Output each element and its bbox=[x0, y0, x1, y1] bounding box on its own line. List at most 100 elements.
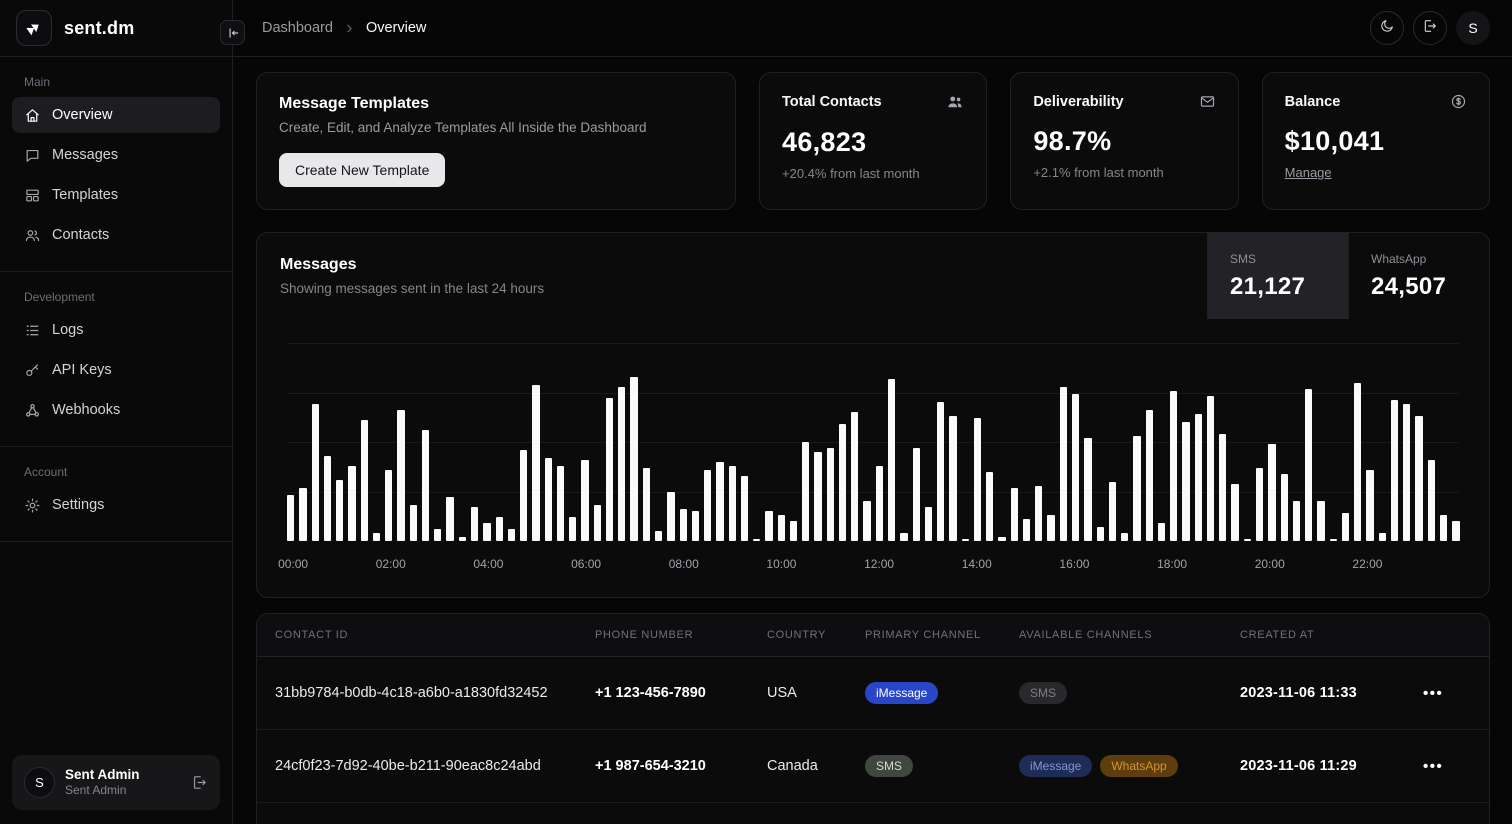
dollar-icon bbox=[1450, 93, 1467, 110]
chart-bar bbox=[1305, 389, 1312, 541]
stat-value: $10,041 bbox=[1285, 126, 1467, 157]
chart-bar bbox=[618, 387, 625, 541]
tab-sms[interactable]: SMS21,127 bbox=[1207, 233, 1348, 319]
chart-bar bbox=[508, 529, 515, 541]
chart-bar bbox=[557, 466, 564, 541]
stat-title: Deliverability bbox=[1033, 94, 1123, 110]
chart-bar bbox=[630, 377, 637, 541]
sidebar-item-settings[interactable]: Settings bbox=[12, 487, 220, 523]
theme-toggle-button[interactable] bbox=[1370, 11, 1404, 45]
created-at-cell: 2023-11-06 11:21 bbox=[1240, 803, 1423, 824]
chart-bar bbox=[1023, 519, 1030, 541]
row-actions-button[interactable]: ••• bbox=[1423, 685, 1443, 702]
stat-value: 46,823 bbox=[782, 127, 964, 158]
chart-bar bbox=[373, 533, 380, 541]
chart-bar bbox=[802, 442, 809, 541]
table-row: 31bb9784-b0db-4c18-a6b0-a1830fd32452+1 1… bbox=[257, 657, 1489, 730]
chart-bar bbox=[839, 424, 846, 541]
content: Message Templates Create, Edit, and Anal… bbox=[233, 57, 1512, 824]
chart-bar bbox=[1047, 515, 1054, 541]
chart-bar bbox=[312, 404, 319, 541]
sidebar-nav: MainOverviewMessagesTemplatesContactsDev… bbox=[0, 57, 232, 542]
header-avatar[interactable]: S bbox=[1456, 11, 1490, 45]
breadcrumb-dashboard[interactable]: Dashboard bbox=[262, 20, 333, 36]
chart-bar bbox=[1084, 438, 1091, 541]
sidebar: sent.dm MainOverviewMessagesTemplatesCon… bbox=[0, 0, 233, 824]
sidebar-item-messages[interactable]: Messages bbox=[12, 137, 220, 173]
user-name: Sent Admin bbox=[65, 767, 181, 784]
sidebar-item-contacts[interactable]: Contacts bbox=[12, 217, 220, 253]
app-root: sent.dm MainOverviewMessagesTemplatesCon… bbox=[0, 0, 1512, 824]
chart-bar bbox=[790, 521, 797, 541]
chart-bar bbox=[1060, 387, 1067, 541]
logs-icon bbox=[24, 322, 41, 339]
brand-logo-icon bbox=[16, 10, 52, 46]
chart-bar bbox=[410, 505, 417, 541]
x-axis-tick: 04:00 bbox=[473, 557, 503, 571]
x-axis-tick: 06:00 bbox=[571, 557, 601, 571]
main-area: Dashboard Overview bbox=[233, 0, 1512, 824]
available-channel-badge-whatsapp: WhatsApp bbox=[1100, 755, 1177, 777]
chart-bar bbox=[446, 497, 453, 541]
chart-bar bbox=[962, 539, 969, 541]
sidebar-item-logs[interactable]: Logs bbox=[12, 312, 220, 348]
sidebar-item-webhooks[interactable]: Webhooks bbox=[12, 392, 220, 428]
create-template-button[interactable]: Create New Template bbox=[279, 153, 445, 187]
messages-subtitle: Showing messages sent in the last 24 hou… bbox=[280, 281, 1184, 296]
chart-bar bbox=[925, 507, 932, 541]
message-templates-card: Message Templates Create, Edit, and Anal… bbox=[256, 72, 736, 210]
chart-bar bbox=[1195, 414, 1202, 541]
gear-icon bbox=[24, 497, 41, 514]
chart-bar bbox=[655, 531, 662, 541]
chart-bar bbox=[974, 418, 981, 541]
sidebar-section-account: AccountSettings bbox=[0, 446, 232, 533]
sidebar-item-label: Contacts bbox=[52, 227, 109, 243]
sidebar-user-card[interactable]: S Sent Admin Sent Admin bbox=[12, 755, 220, 810]
breadcrumb: Dashboard Overview bbox=[262, 20, 426, 36]
row-actions-button[interactable]: ••• bbox=[1423, 758, 1443, 775]
chart-bar bbox=[606, 398, 613, 541]
chart-bar bbox=[324, 456, 331, 541]
sidebar-collapse-button[interactable] bbox=[220, 20, 245, 45]
country-cell: UK bbox=[767, 803, 865, 824]
chart-bar bbox=[1354, 383, 1361, 541]
sidebar-item-label: Templates bbox=[52, 187, 118, 203]
available-channel-badge-sms: SMS bbox=[1019, 682, 1067, 704]
column-header: Contact ID bbox=[257, 614, 595, 657]
chart-bar bbox=[1011, 488, 1018, 541]
signout-button[interactable] bbox=[1413, 11, 1447, 45]
sidebar-item-templates[interactable]: Templates bbox=[12, 177, 220, 213]
x-axis-tick: 16:00 bbox=[1059, 557, 1089, 571]
chart-bar bbox=[729, 466, 736, 541]
chart-bar bbox=[1231, 484, 1238, 541]
stat-title: Balance bbox=[1285, 94, 1341, 110]
manage-link[interactable]: Manage bbox=[1285, 165, 1332, 180]
contact-id-cell: 24cf0f23-7d92-40be-b211-90eac8c24abd bbox=[257, 730, 595, 803]
available-channel-badge-imessage: iMessage bbox=[1019, 755, 1092, 777]
tab-whatsapp[interactable]: WhatsApp24,507 bbox=[1348, 233, 1489, 319]
chart-bar bbox=[716, 462, 723, 541]
chart-bar bbox=[1281, 474, 1288, 541]
logout-icon[interactable] bbox=[191, 774, 208, 791]
chart-bar bbox=[643, 468, 650, 541]
sidebar-item-overview[interactable]: Overview bbox=[12, 97, 220, 133]
stat-subtext: +2.1% from last month bbox=[1033, 165, 1215, 180]
stat-value: 98.7% bbox=[1033, 126, 1215, 157]
sidebar-item-api-keys[interactable]: API Keys bbox=[12, 352, 220, 388]
user-avatar: S bbox=[24, 767, 55, 798]
chart-bar bbox=[336, 480, 343, 541]
contacts-table-card: Contact IDPhone NumberCountryPrimary Cha… bbox=[256, 613, 1490, 824]
logout-icon bbox=[1422, 18, 1438, 39]
phone-cell: +1 987-654-3210 bbox=[595, 730, 767, 803]
phone-cell: +1 123-456-7890 bbox=[595, 657, 767, 730]
chart-bar bbox=[1035, 486, 1042, 541]
chart-bar bbox=[949, 416, 956, 541]
chart-bar bbox=[741, 476, 748, 541]
column-header: Available Channels bbox=[1019, 614, 1240, 657]
chart-bar bbox=[1342, 513, 1349, 541]
webhook-icon bbox=[24, 402, 41, 419]
chart-bar bbox=[765, 511, 772, 541]
x-axis-tick: 18:00 bbox=[1157, 557, 1187, 571]
chart-bar bbox=[1219, 434, 1226, 541]
chart-bar bbox=[483, 523, 490, 541]
